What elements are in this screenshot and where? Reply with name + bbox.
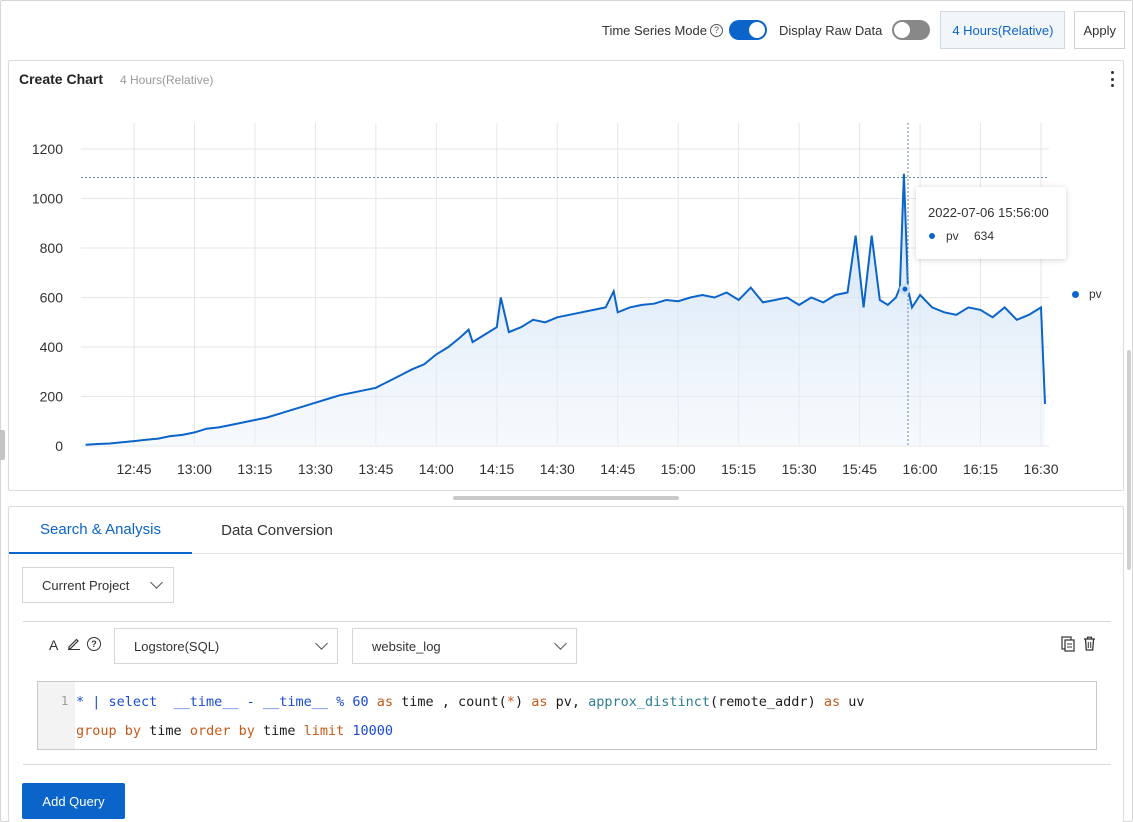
y-tick-label: 800: [40, 240, 64, 256]
more-options-icon[interactable]: [1109, 71, 1115, 87]
x-tick-label: 14:30: [540, 461, 575, 477]
pv-chart[interactable]: 0 200 400 600 800 1000 1200 12:45 13:00 13:15 13:…: [9, 61, 1125, 492]
x-tick-label: 12:45: [116, 461, 151, 477]
pv-area: [85, 173, 1046, 447]
x-tick-label: 15:00: [661, 461, 696, 477]
x-tick-label: 14:45: [600, 461, 635, 477]
tab-search-analysis[interactable]: Search & Analysis: [9, 507, 192, 554]
x-tick-label: 16:15: [963, 461, 998, 477]
time-series-mode-label: Time Series Mode: [601, 22, 707, 38]
legend-label: pv: [1089, 287, 1102, 301]
query-tabs: Search & Analysis Data Conversion: [9, 507, 1123, 554]
chart-title: Create Chart: [19, 71, 104, 87]
code-line-1: * | select __time__ - __time__ % 60 as t…: [76, 694, 865, 710]
legend-dot: [1072, 290, 1079, 298]
tooltip-value: 634: [974, 229, 995, 243]
time-series-mode-toggle[interactable]: [728, 20, 767, 40]
trash-icon[interactable]: [1083, 636, 1096, 651]
chevron-down-icon: [554, 637, 567, 650]
time-range-button[interactable]: 4 Hours(Relative): [940, 11, 1066, 49]
chart-legend[interactable]: pv: [1072, 287, 1102, 301]
y-tick-label: 400: [40, 339, 64, 355]
panel-resize-handle[interactable]: [453, 496, 679, 500]
sql-editor[interactable]: 1 * | select __time__ - __time__ % 60 as…: [37, 681, 1097, 750]
edit-pen-icon[interactable]: [67, 636, 81, 650]
tooltip-series-name: pv: [946, 229, 959, 243]
side-collapse-handle[interactable]: [0, 430, 5, 460]
x-tick-label: 13:30: [298, 461, 333, 477]
chart-subtitle: 4 Hours(Relative): [120, 73, 214, 87]
x-tick-label: 13:45: [358, 461, 393, 477]
font-icon[interactable]: A: [49, 637, 59, 653]
y-tick-label: 200: [40, 389, 64, 405]
top-toolbar: Time Series Mode ? Display Raw Data 4 Ho…: [0, 10, 1125, 50]
page-scrollbar[interactable]: [1127, 350, 1131, 570]
chevron-down-icon: [315, 637, 328, 650]
project-select-value: Current Project: [42, 577, 130, 593]
tooltip-time: 2022-07-06 15:56:00: [928, 205, 1049, 220]
x-tick-label: 16:30: [1023, 461, 1058, 477]
display-raw-data-label: Display Raw Data: [778, 22, 883, 38]
project-select[interactable]: Current Project: [22, 567, 174, 603]
copy-icon[interactable]: [1061, 636, 1075, 652]
logstore-select[interactable]: website_log: [352, 628, 577, 664]
line-number: 1: [61, 694, 69, 708]
toggle-knob: [748, 22, 765, 38]
query-panel: Search & Analysis Data Conversion Curren…: [8, 506, 1124, 822]
tab-data-conversion[interactable]: Data Conversion: [221, 522, 333, 539]
x-tick-label: 15:30: [782, 461, 817, 477]
y-tick-label: 1200: [32, 141, 63, 157]
y-tick-label: 1000: [32, 191, 63, 207]
x-tick-label: 15:15: [721, 461, 756, 477]
query-toolbar: A ? Logstore(SQL) website_log: [23, 622, 1111, 665]
x-tick-label: 13:00: [177, 461, 212, 477]
x-tick-label: 13:15: [237, 461, 272, 477]
hover-point: [899, 283, 911, 295]
y-tick-label: 600: [40, 290, 64, 306]
store-type-select[interactable]: Logstore(SQL): [114, 628, 338, 664]
editor-gutter: [38, 682, 75, 749]
x-tick-label: 15:45: [842, 461, 877, 477]
chart-tooltip: 2022-07-06 15:56:00 pv 634: [916, 187, 1066, 259]
toggle-knob: [894, 22, 911, 38]
tooltip-series-dot: [929, 233, 935, 239]
query-help-icon[interactable]: ?: [87, 637, 101, 651]
logstore-value: website_log: [372, 638, 441, 654]
store-type-value: Logstore(SQL): [134, 638, 220, 654]
chevron-down-icon: [150, 576, 163, 589]
query-box: A ? Logstore(SQL) website_log: [23, 621, 1111, 765]
display-raw-data-toggle[interactable]: [892, 20, 931, 40]
y-tick-label: 0: [55, 438, 63, 454]
apply-button[interactable]: Apply: [1074, 11, 1125, 49]
code-line-2: group by time order by time limit 10000: [76, 723, 394, 739]
chart-panel: Create Chart 4 Hours(Relative) 0 200 400 60…: [8, 60, 1124, 491]
x-tick-label: 14:15: [479, 461, 514, 477]
x-tick-label: 16:00: [903, 461, 938, 477]
x-tick-label: 14:00: [419, 461, 454, 477]
pv-line: [85, 173, 1046, 446]
help-icon[interactable]: ?: [709, 23, 723, 37]
add-query-button[interactable]: Add Query: [22, 783, 125, 819]
